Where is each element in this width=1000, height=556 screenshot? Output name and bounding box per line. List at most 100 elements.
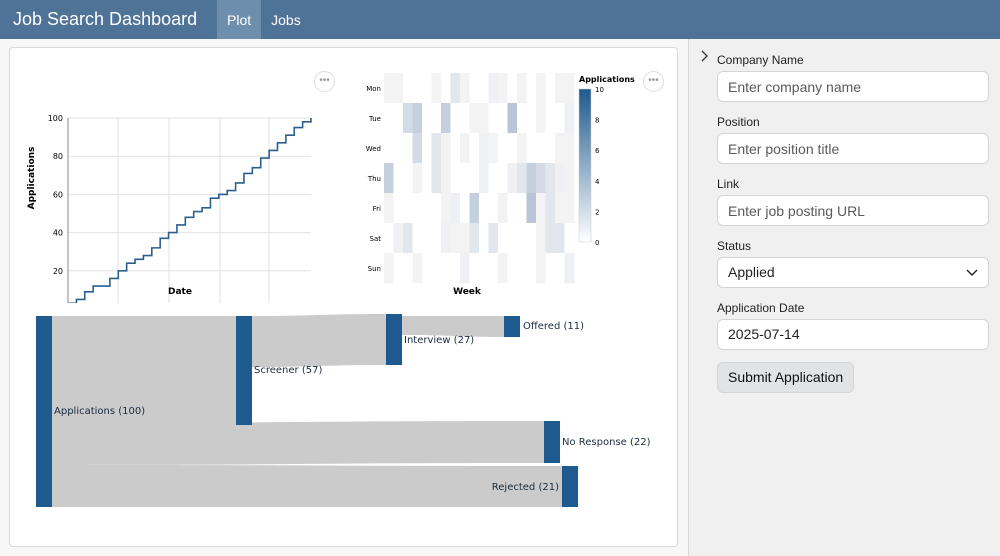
heatmap-cell bbox=[507, 163, 518, 194]
heatmap-cell bbox=[422, 103, 432, 134]
heatmap-cell bbox=[441, 133, 451, 164]
tab-plot[interactable]: Plot bbox=[217, 0, 262, 39]
heatmap-cell bbox=[507, 133, 518, 164]
y-tick-label: 60 bbox=[53, 190, 63, 199]
heatmap-cell bbox=[526, 133, 537, 164]
heatmap-cell bbox=[403, 103, 413, 134]
heatmap-cell bbox=[479, 103, 489, 134]
heatmap-cell bbox=[422, 223, 432, 254]
submit-button[interactable]: Submit Application bbox=[717, 362, 855, 393]
sankey-link bbox=[402, 316, 504, 337]
heatmap-cell bbox=[479, 163, 489, 194]
y-tick-label: 80 bbox=[53, 152, 63, 161]
heatmap-cell bbox=[488, 73, 499, 104]
more-icon[interactable]: ••• bbox=[643, 71, 664, 92]
heatmap-cell bbox=[536, 103, 546, 134]
position-input[interactable] bbox=[717, 133, 989, 164]
heatmap-cell bbox=[384, 163, 394, 194]
heatmap-cell bbox=[460, 103, 470, 134]
company-input[interactable] bbox=[717, 71, 989, 102]
heatmap-cell bbox=[422, 133, 432, 164]
heatmap-cell bbox=[441, 73, 451, 104]
heatmap-legend-title: Applications bbox=[579, 75, 635, 84]
heatmap-cell bbox=[507, 103, 518, 134]
heatmap-cell bbox=[526, 73, 537, 104]
heatmap-cell bbox=[498, 163, 508, 194]
heatmap-cell bbox=[403, 223, 413, 254]
heatmap-cell bbox=[450, 223, 461, 254]
legend-tick-label: 10 bbox=[595, 86, 604, 94]
main-panel: ••• ••• 020406080100 FebruaryMarchAprilM… bbox=[0, 39, 688, 556]
heatmap-cell bbox=[488, 223, 499, 254]
heatmap-cell bbox=[488, 163, 499, 194]
more-icon[interactable]: ••• bbox=[314, 71, 335, 92]
heatmap-cell bbox=[450, 103, 461, 134]
y-axis-label: Applications bbox=[27, 147, 37, 210]
link-input[interactable] bbox=[717, 195, 989, 226]
heatmap-cell bbox=[564, 103, 575, 134]
heatmap-cell bbox=[498, 103, 508, 134]
heatmap-cell bbox=[545, 103, 556, 134]
heatmap-cell bbox=[507, 73, 518, 104]
heatmap-cell bbox=[555, 223, 565, 254]
heatmap-row-label: Sat bbox=[370, 235, 382, 243]
heatmap-cell bbox=[441, 163, 451, 194]
heatmap-cell bbox=[431, 163, 442, 194]
sankey-label-rejected: Rejected (21) bbox=[492, 482, 559, 493]
heatmap-cell bbox=[469, 253, 480, 284]
heatmap-cell bbox=[441, 103, 451, 134]
heatmap-cell bbox=[479, 223, 489, 254]
heatmap-cell bbox=[536, 193, 546, 224]
heatmap-cell bbox=[460, 253, 470, 284]
chevron-right-icon[interactable] bbox=[699, 49, 709, 65]
sankey-label-offered: Offered (11) bbox=[523, 321, 584, 332]
legend-tick-label: 6 bbox=[595, 147, 600, 155]
heatmap-cell bbox=[422, 253, 432, 284]
sankey-label-screener: Screener (57) bbox=[254, 365, 322, 376]
date-input[interactable]: 2025-07-14 bbox=[717, 319, 989, 350]
application-sankey: Applications (100) Screener (57) Intervi… bbox=[36, 314, 651, 507]
heatmap-cell bbox=[555, 163, 565, 194]
y-tick-label: 100 bbox=[48, 114, 63, 123]
heatmap-cell bbox=[460, 73, 470, 104]
legend-tick-label: 0 bbox=[595, 239, 599, 247]
y-tick-label: 40 bbox=[53, 229, 63, 238]
heatmap-cell bbox=[441, 193, 451, 224]
heatmap-cell bbox=[441, 223, 451, 254]
sankey-label-no-response: No Response (22) bbox=[562, 437, 651, 448]
heatmap-cell bbox=[555, 73, 565, 104]
heatmap-cell bbox=[450, 73, 461, 104]
heatmap-cell bbox=[403, 193, 413, 224]
heatmap-row-label: Thu bbox=[367, 175, 381, 183]
applications-line bbox=[68, 118, 312, 303]
heatmap-row-label: Tue bbox=[368, 115, 381, 123]
link-label: Link bbox=[717, 177, 740, 191]
heatmap-cell bbox=[384, 73, 394, 104]
app-title: Job Search Dashboard bbox=[13, 9, 198, 29]
heatmap-cell bbox=[412, 133, 423, 164]
heatmap-cell bbox=[431, 223, 442, 254]
heatmap-cell bbox=[564, 73, 575, 104]
status-value: Applied bbox=[728, 264, 775, 280]
heatmap-cell bbox=[479, 133, 489, 164]
heatmap-cell bbox=[384, 223, 394, 254]
legend-tick-label: 8 bbox=[595, 117, 599, 125]
heatmap-cell bbox=[526, 103, 537, 134]
heatmap-cell bbox=[431, 253, 442, 284]
heatmap-cell bbox=[545, 223, 556, 254]
heatmap-cell bbox=[469, 73, 480, 104]
heatmap-cell bbox=[488, 133, 499, 164]
heatmap-cell bbox=[450, 193, 461, 224]
sankey-node-no-response bbox=[544, 421, 560, 463]
heatmap-cell bbox=[460, 193, 470, 224]
company-label: Company Name bbox=[717, 53, 804, 67]
status-select[interactable]: Applied bbox=[717, 257, 989, 288]
heatmap-cell bbox=[517, 133, 527, 164]
heatmap-cell bbox=[498, 253, 508, 284]
x-axis-label: Date bbox=[168, 287, 192, 297]
heatmap-cell bbox=[393, 73, 404, 104]
tab-jobs[interactable]: Jobs bbox=[271, 11, 301, 28]
heatmap-cell bbox=[564, 253, 575, 284]
heatmap-cell bbox=[384, 133, 394, 164]
